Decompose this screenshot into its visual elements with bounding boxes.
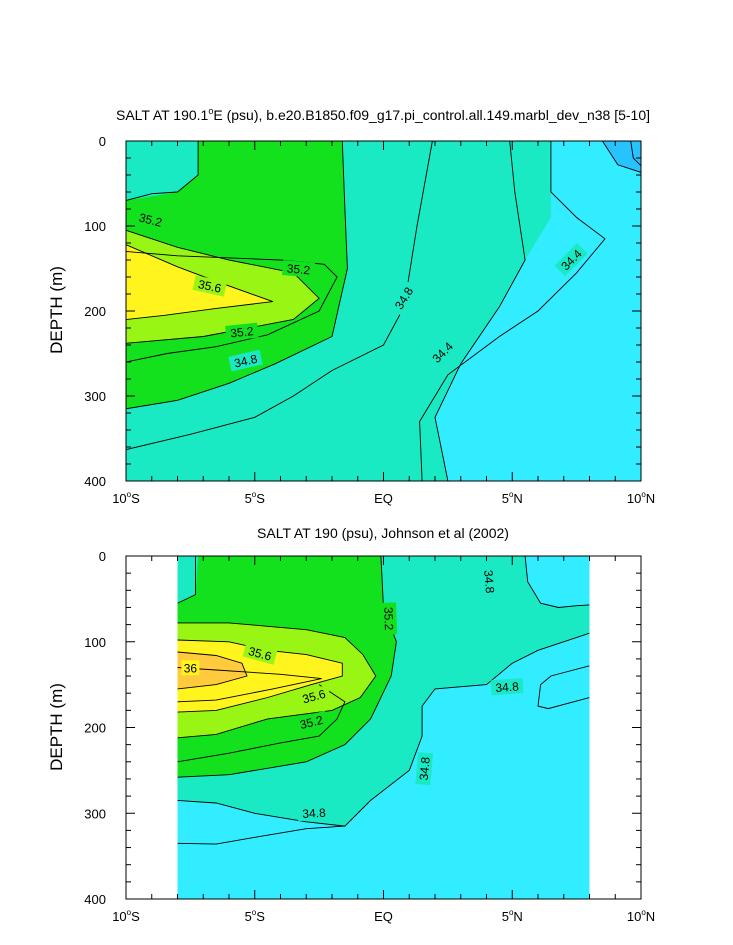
contour-label: 35.6 [296,684,332,708]
contour-label-text: 35.2 [381,607,396,631]
contour-label-text: 34.8 [302,806,326,821]
contour-label-bg [490,678,524,696]
contour-label-bg [192,275,228,297]
contour-label: 34.8 [415,752,434,786]
bottom-panel-title: SALT AT 190 (psu), Johnson et al (2002) [257,525,509,541]
contour-label-bg [133,208,168,231]
contour-line [177,651,248,690]
x-tick-label: 10oS [112,490,140,506]
contour-label-text: 34.8 [495,679,520,695]
contour-label-text: 35.2 [137,210,163,229]
bottom-panel: SALT AT 190 (psu), Johnson et al (2002) … [47,525,655,924]
contour-line [434,141,526,481]
contour-label-text: 35.6 [247,644,273,664]
contour-line [177,622,377,739]
x-tick-label: 5oS [245,490,266,506]
contour-line [630,141,641,167]
top-panel: SALT AT 190.1oE (psu), b.e20.B1850.f09_g… [47,106,655,506]
contour-label: 35.2 [281,260,316,278]
x-tick-label: 10oN [627,490,655,506]
contour-label: 35.2 [293,710,329,734]
contour-line [126,141,199,201]
contour-label: 35.2 [133,208,168,231]
x-tick-label: 10oS [112,908,140,924]
contour-label-bg [425,335,459,369]
contour-label: 34.8 [480,565,499,599]
contour-line [177,632,590,827]
contour-label-bg [415,752,434,786]
y-tick-label: 400 [84,474,106,489]
contour-label-text: 35.2 [230,324,255,340]
contour-label-text: 35.2 [298,713,324,732]
x-tick-label: EQ [374,909,393,924]
y-tick-label: 300 [84,806,106,821]
x-tick-label: 5oS [245,908,266,924]
contour-label-bg [554,243,588,277]
contour-lines [126,141,641,481]
y-tick-label: 200 [84,721,106,736]
contour-label-text: 35.2 [286,261,311,277]
contour-label-bg [281,260,316,278]
contour-label-text: 34.8 [233,352,259,371]
x-tick-label: 5oN [502,908,523,924]
contour-label-bg [242,641,278,665]
y-tick-label: 100 [84,635,106,650]
contour-line [177,825,345,845]
contour-label-bg [181,660,200,676]
y-tick-label: 0 [99,549,106,564]
contour-fills [126,141,641,481]
top-panel-y-axis-label: DEPTH (m) [47,266,66,354]
contour-label-text: 34.8 [417,756,433,781]
contour-line [177,667,322,703]
contour-label: 34.8 [297,804,331,822]
contour-line [126,251,338,363]
bottom-panel-plot-area: 34.8 35.2 35.6 36 34.8 35.6 35.2 34.8 34.8 10oS 5o… [84,549,655,924]
contour-label: 35.2 [225,322,259,341]
y-tick-label: 100 [84,219,106,234]
contour-label-text: 36 [184,661,198,675]
contour-fill-s34-0 [558,141,641,173]
top-panel-title: SALT AT 190.1oE (psu), b.e20.B1850.f09_g… [116,106,650,123]
contour-fill-s34-0 [630,141,641,166]
contour-label-bg [228,349,263,372]
contour-line [524,556,590,608]
contour-line [177,684,346,763]
y-tick-label: 0 [99,134,106,149]
contour-label-bg [480,565,499,599]
contour-line [537,665,590,710]
x-tick-label: 10oN [627,908,655,924]
contour-label-bg [225,322,259,341]
contour-label-bg [297,804,331,822]
contour-label-bg [293,710,329,734]
contour-label: 34.8 [228,349,263,372]
contour-label-text: 34.8 [481,569,497,594]
y-tick-label: 300 [84,389,106,404]
contour-line [126,141,348,410]
x-tick-label: 5oN [502,490,523,506]
y-tick-label: 200 [84,304,106,319]
contour-line [126,244,273,320]
contour-label: 34.8 [490,678,524,696]
contour-label-text: 35.6 [301,687,327,707]
contour-line [419,141,606,481]
contour-label: 35.6 [192,275,228,297]
contour-label: 36 [181,660,200,676]
y-tick-label: 400 [84,892,106,907]
contour-fills [177,556,590,899]
contour-label-bg [388,280,419,316]
bottom-panel-y-axis-label: DEPTH (m) [47,683,66,771]
contour-line [126,141,433,451]
contour-label: 35.2 [381,602,398,635]
x-tick-label: EQ [374,491,393,506]
contour-line [177,556,196,604]
contour-label-bg [381,602,398,635]
contour-line [558,141,641,173]
contour-line [126,229,320,344]
contour-label: 35.6 [242,641,278,665]
contour-label-bg [296,684,332,708]
contour-label-text: 35.6 [197,277,223,296]
